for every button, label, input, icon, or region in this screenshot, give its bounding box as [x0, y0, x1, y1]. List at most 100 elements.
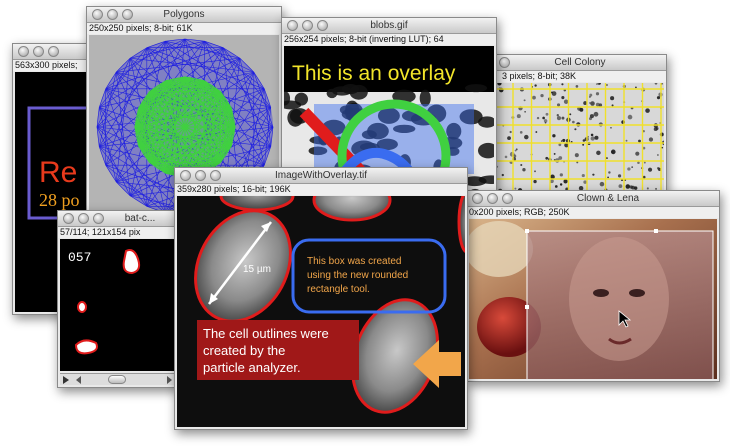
close-button[interactable] — [180, 170, 191, 181]
colony-dot — [552, 134, 556, 138]
colony-dot — [595, 92, 600, 96]
bat-stack-window[interactable]: bat-c... 57/114; 121x154 pix 057 — [57, 210, 179, 388]
colony-dot — [582, 143, 585, 146]
cell-label-box — [197, 320, 359, 380]
colony-dot — [583, 101, 588, 105]
zoom-button[interactable] — [48, 46, 59, 57]
zoom-button[interactable] — [93, 213, 104, 224]
close-button[interactable] — [472, 193, 483, 204]
window-title: Cell Colony — [554, 57, 606, 68]
minimize-button[interactable] — [107, 9, 118, 20]
cell-text-line2: created by the — [203, 343, 285, 358]
colony-dot — [534, 84, 537, 87]
blob — [459, 109, 483, 125]
blob — [308, 146, 328, 156]
image-info: 57/114; 121x154 pix — [58, 227, 178, 238]
colony-dot — [610, 126, 612, 129]
colony-dot — [509, 151, 515, 157]
zoom-button[interactable] — [502, 193, 513, 204]
colony-dot — [550, 174, 555, 180]
image-info: 563x300 pixels; — [13, 60, 121, 71]
colony-dot — [594, 135, 599, 140]
blob — [377, 107, 400, 124]
colony-dot — [610, 96, 615, 101]
polygons-window[interactable]: Polygons 250x250 pixels; 8-bit; 61K — [86, 6, 282, 220]
colony-dot — [605, 84, 608, 87]
zoom-button[interactable] — [317, 20, 328, 31]
colony-dot — [501, 173, 504, 177]
colony-dot — [590, 136, 595, 141]
colony-dot — [596, 150, 601, 156]
colony-dot — [646, 187, 649, 190]
clown-nose — [477, 297, 541, 357]
minimize-button[interactable] — [78, 213, 89, 224]
image-canvas[interactable] — [469, 219, 717, 379]
window-title: Clown & Lena — [576, 193, 640, 204]
blob — [326, 88, 338, 99]
play-icon[interactable] — [63, 376, 69, 384]
colony-dot — [657, 154, 659, 156]
minimize-button[interactable] — [33, 46, 44, 57]
colony-dot — [554, 185, 558, 188]
colony-dot — [563, 99, 569, 104]
window-titlebar[interactable]: Polygons — [87, 7, 281, 23]
window-title: Polygons — [163, 9, 205, 20]
window-titlebar[interactable]: blobs.gif — [282, 18, 496, 34]
zoom-button[interactable] — [122, 9, 133, 20]
colony-dot — [549, 179, 554, 184]
window-title: blobs.gif — [370, 20, 408, 31]
close-button[interactable] — [92, 9, 103, 20]
close-button[interactable] — [63, 213, 74, 224]
colony-dot — [540, 94, 544, 98]
colony-dot — [536, 116, 540, 120]
close-button[interactable] — [18, 46, 29, 57]
image-with-overlay-window[interactable]: ImageWithOverlay.tif 359x280 pixels; 16-… — [174, 167, 468, 430]
colony-dot — [524, 134, 529, 140]
colony-dot — [507, 136, 511, 140]
blob — [477, 142, 494, 159]
cell-outline — [312, 196, 392, 222]
zoom-button[interactable] — [499, 57, 510, 68]
orange-text-line2: 28 po — [39, 190, 80, 210]
colony-dot — [551, 91, 553, 94]
colony-dot — [497, 83, 502, 86]
colony-dot — [516, 114, 521, 119]
image-canvas[interactable]: 057 — [60, 239, 176, 371]
clown-lena-window[interactable]: Clown & Lena 0x200 pixels; RGB; 250K — [466, 190, 720, 382]
cell-text-line1: The cell outlines were — [203, 326, 329, 341]
cell-outline — [194, 209, 292, 323]
minimize-button[interactable] — [302, 20, 313, 31]
colony-dot — [561, 116, 565, 120]
colony-dot — [575, 85, 579, 88]
colony-dot — [610, 149, 616, 155]
cell-blob — [122, 249, 141, 275]
colony-dot — [635, 151, 640, 156]
window-titlebar[interactable]: bat-c... — [58, 211, 178, 227]
cell-blob — [77, 301, 87, 313]
minimize-button[interactable] — [487, 193, 498, 204]
image-info: 256x254 pixels; 8-bit (inverting LUT); 6… — [282, 34, 496, 45]
window-title: bat-c... — [124, 213, 156, 224]
slider-right-arrow[interactable] — [167, 376, 172, 384]
close-button[interactable] — [287, 20, 298, 31]
colony-dot — [560, 140, 563, 142]
window-titlebar[interactable]: ImageWithOverlay.tif — [175, 168, 467, 184]
blob — [446, 122, 462, 140]
colony-dot — [559, 173, 563, 177]
colony-dot — [589, 93, 593, 97]
colony-dot — [578, 186, 584, 191]
colony-dot — [522, 168, 526, 172]
image-info: 0x200 pixels; RGB; 250K — [467, 207, 719, 218]
colony-dot — [599, 181, 605, 187]
window-titlebar[interactable]: Clown & Lena — [467, 191, 719, 207]
zoom-button[interactable] — [210, 170, 221, 181]
colony-dot — [564, 142, 569, 148]
colony-dot — [631, 166, 634, 168]
slider-thumb[interactable] — [108, 375, 126, 384]
colony-dot — [645, 108, 650, 113]
colony-dot — [556, 116, 562, 121]
image-canvas[interactable]: 15 µm This box was created using the new… — [177, 196, 465, 427]
slider-left-arrow[interactable] — [76, 376, 81, 384]
stack-slider[interactable] — [60, 373, 176, 385]
minimize-button[interactable] — [195, 170, 206, 181]
